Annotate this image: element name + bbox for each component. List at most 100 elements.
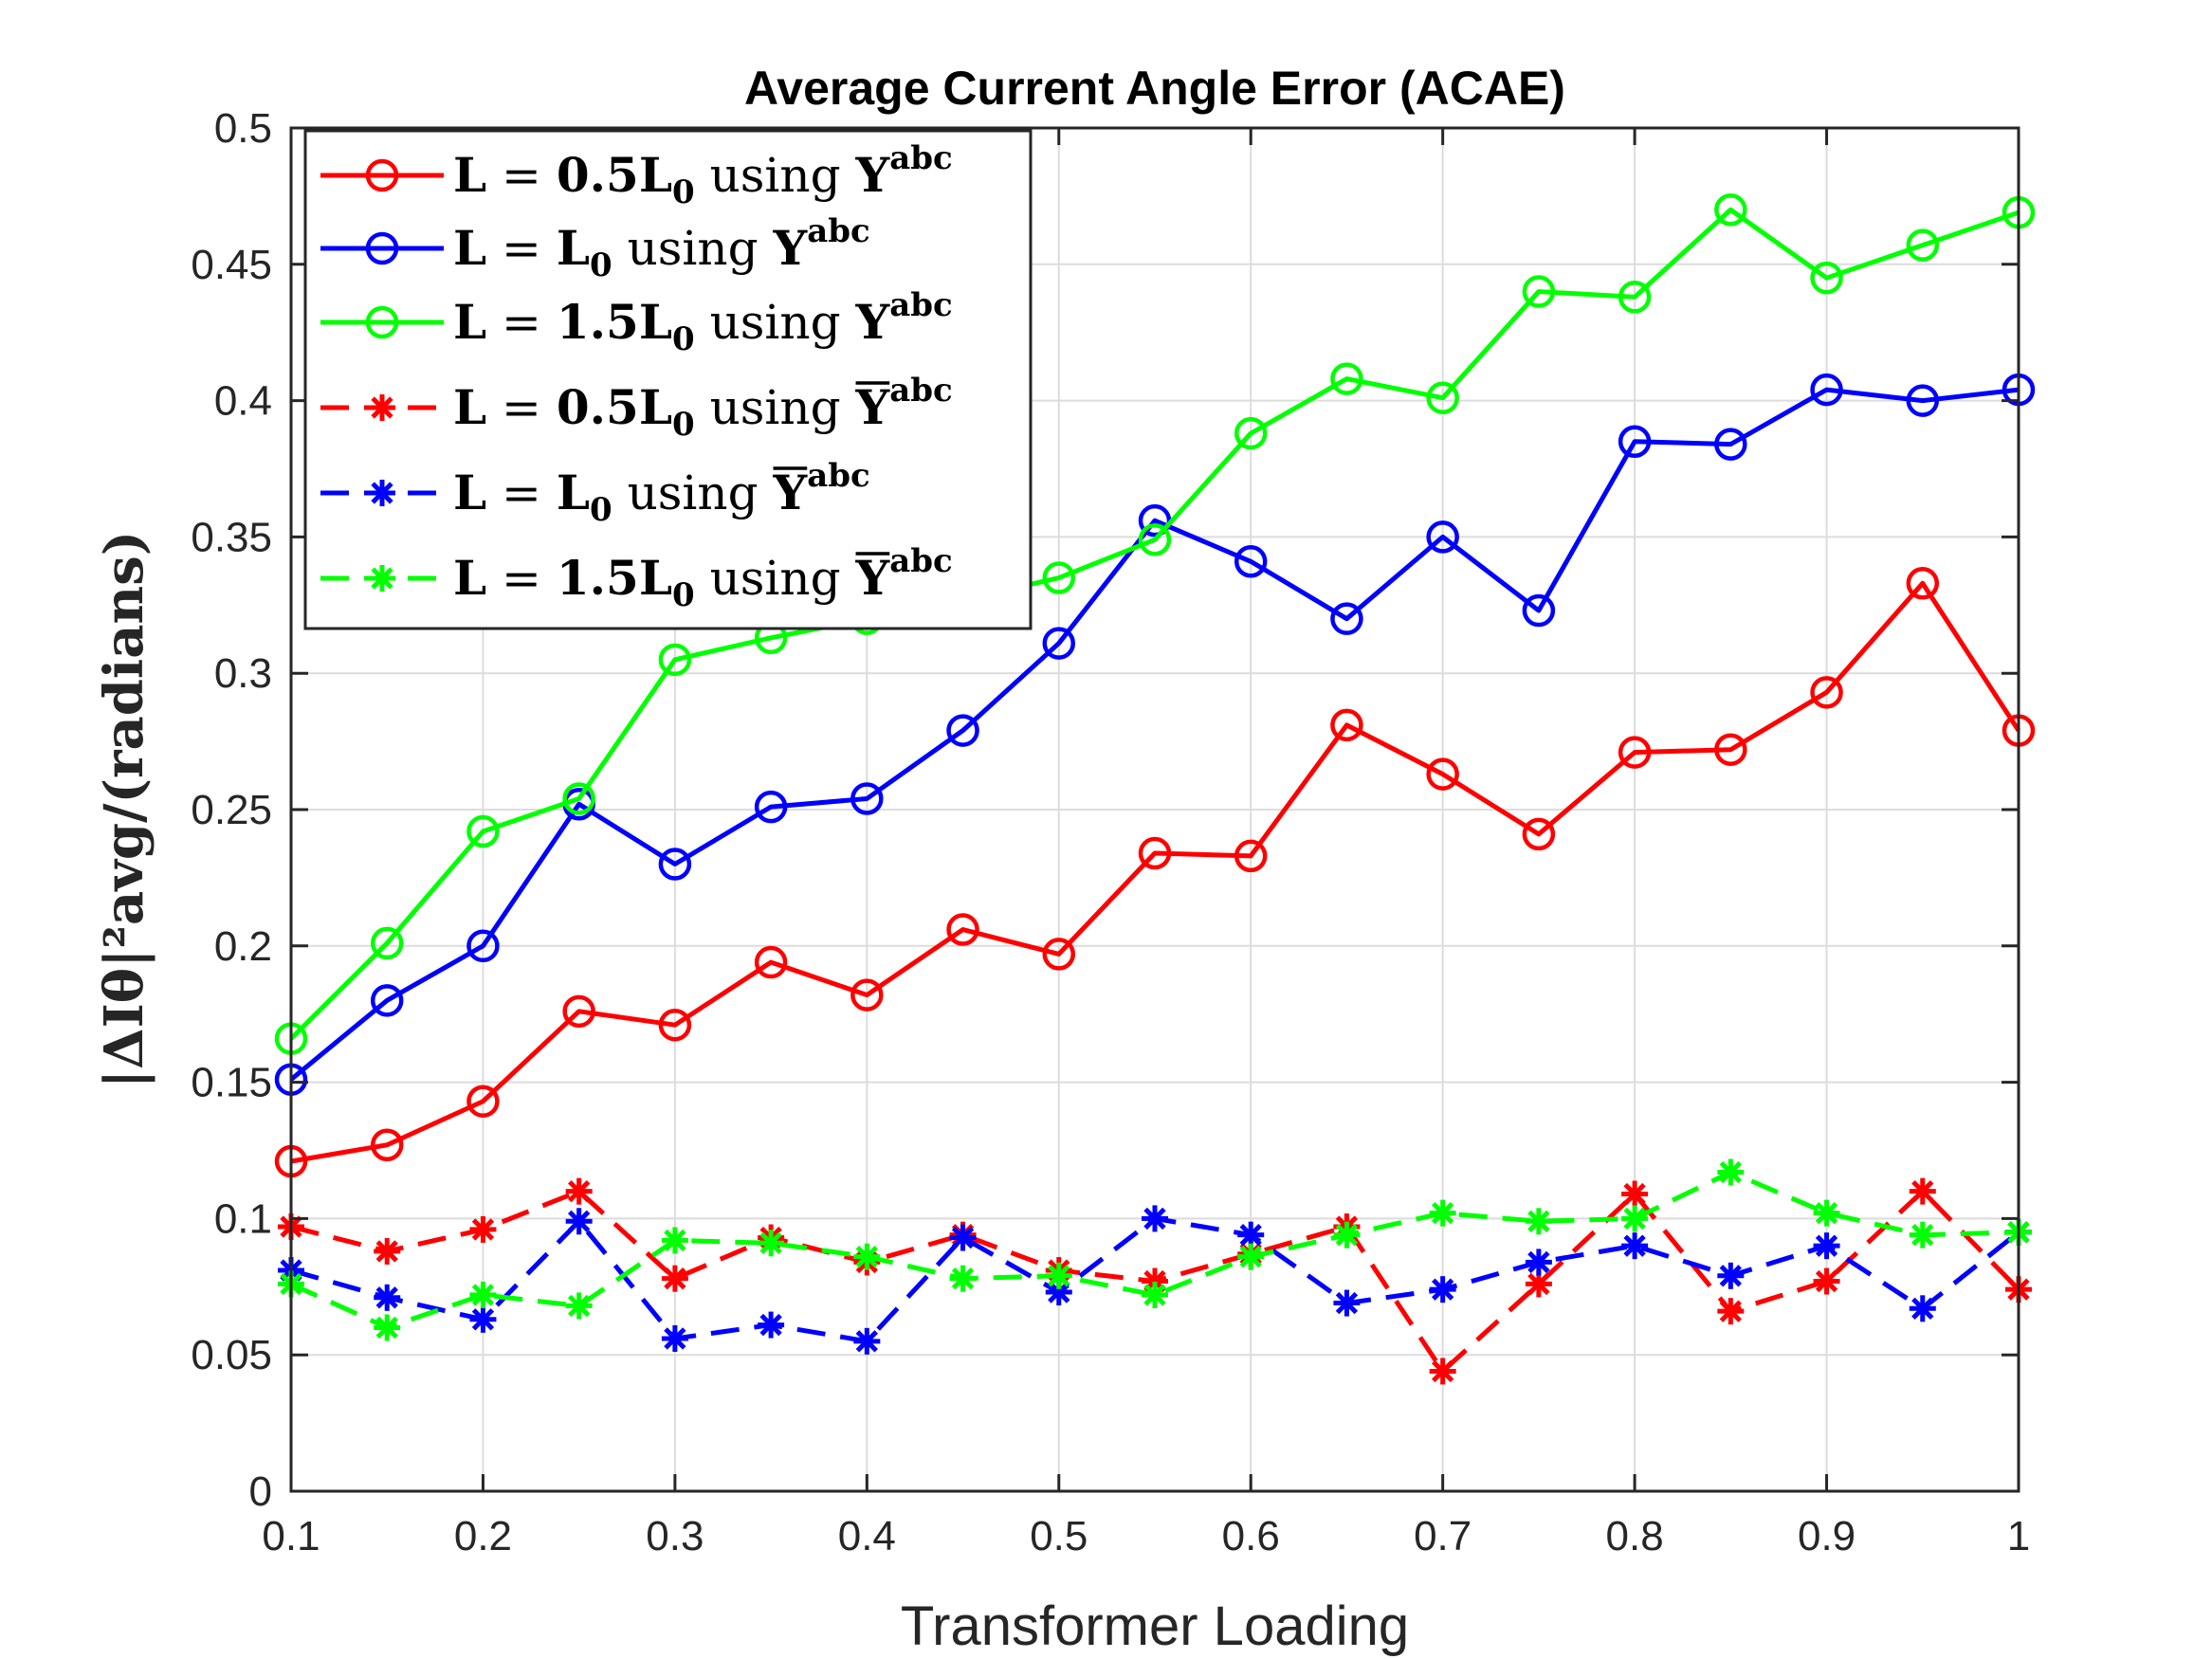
legend-entry: L = L0 using Yabc [320,212,870,284]
data-point [374,1237,401,1265]
x-tick-label: 0.3 [646,1513,704,1559]
data-point [949,1224,977,1251]
y-tick-label: 0.3 [214,650,272,697]
legend-marker [369,480,395,506]
data-point [946,913,979,946]
data-point [562,782,595,815]
data-point [1138,836,1172,870]
data-point [370,984,404,1017]
data-point [850,782,884,815]
y-tick-label: 0.25 [191,787,272,833]
legend-marker [369,394,395,421]
data-point [1045,1262,1072,1289]
data-point [1234,545,1268,578]
data-point [370,926,404,960]
data-point [1717,1158,1745,1186]
y-tick-label: 0.5 [214,105,272,152]
data-point [1810,676,1843,709]
legend-marker [365,231,399,265]
data-point [1717,1298,1745,1325]
data-point [466,814,500,848]
data-point [758,1230,785,1257]
data-point [1333,1289,1361,1317]
data-point [1426,757,1459,791]
y-axis-label-text: |ΔIθ|²avg/(radians) [93,531,155,1088]
data-point [1525,1270,1552,1298]
x-tick-label: 0.1 [262,1513,320,1559]
data-point [1618,736,1652,769]
legend-label: L = 0.5L0 using Yabc [453,372,953,444]
y-tick-label: 0.35 [191,514,272,560]
y-axis-label: |ΔIθ|²avg/(radians) [93,531,155,1088]
y-tick-label: 0.05 [191,1332,272,1378]
series-1 [274,567,2036,1178]
data-point [1714,733,1747,766]
data-point [658,848,692,881]
data-point [949,1265,977,1292]
data-point [1810,373,1843,407]
data-point [374,1314,401,1341]
data-point [565,1208,593,1235]
data-point [1042,938,1076,971]
data-point [658,1008,692,1042]
data-point [1426,381,1459,414]
data-point [1234,416,1268,450]
data-point [466,929,500,963]
legend-marker [369,565,395,592]
x-tick-label: 0.5 [1030,1513,1088,1559]
series-line [289,207,2020,1041]
data-point [1909,1295,1936,1322]
data-point [661,1324,688,1352]
data-point [469,1305,497,1333]
data-point [853,1243,881,1270]
data-point [946,714,979,747]
data-point [1714,193,1747,227]
data-point [1525,1249,1552,1276]
legend-label: L = 1.5L0 using Yabc [453,542,953,614]
x-tick-label: 0.7 [1414,1513,1472,1559]
data-point [658,643,692,677]
data-point [562,994,595,1029]
data-point [1813,1232,1840,1260]
series-line [289,387,2020,1082]
data-point [1429,1276,1456,1304]
data-point [754,790,788,824]
data-point [1138,523,1172,556]
data-point [1042,561,1076,594]
legend-label: L = L0 using Yabc [453,457,870,529]
data-point [469,1281,497,1308]
data-point [1330,708,1363,742]
x-tick-label: 1 [2007,1513,2030,1559]
data-point [1909,1221,1936,1249]
legend-label: L = 0.5L0 using Yabc [453,139,953,211]
x-tick-label: 0.8 [1606,1513,1664,1559]
data-point [1234,839,1268,873]
data-point [1429,1199,1456,1227]
y-tick-label: 0.45 [191,242,272,288]
data-point [1909,1177,1936,1205]
data-point [1525,1208,1552,1235]
data-point [661,1265,688,1292]
data-point [1618,281,1652,314]
data-point [1906,384,1940,417]
legend-entry: L = 0.5L0 using Yabc [320,372,953,444]
y-tick-label: 0.1 [214,1195,272,1242]
legend-marker [365,158,399,192]
data-point [1142,1205,1168,1232]
data-point [853,1327,881,1355]
data-point [1621,1232,1649,1260]
data-point [1621,1180,1649,1208]
data-point [1330,602,1363,635]
x-tick-label: 0.9 [1798,1513,1856,1559]
data-point [1906,567,1940,600]
x-tick-label: 0.4 [838,1513,896,1559]
data-point [754,945,788,979]
data-point [1426,520,1459,554]
data-point [1042,627,1076,660]
series-2 [274,373,2036,1096]
legend-label: L = L0 using Yabc [453,212,870,284]
legend-label: L = 1.5L0 using Yabc [453,286,953,358]
data-point [1714,428,1747,461]
